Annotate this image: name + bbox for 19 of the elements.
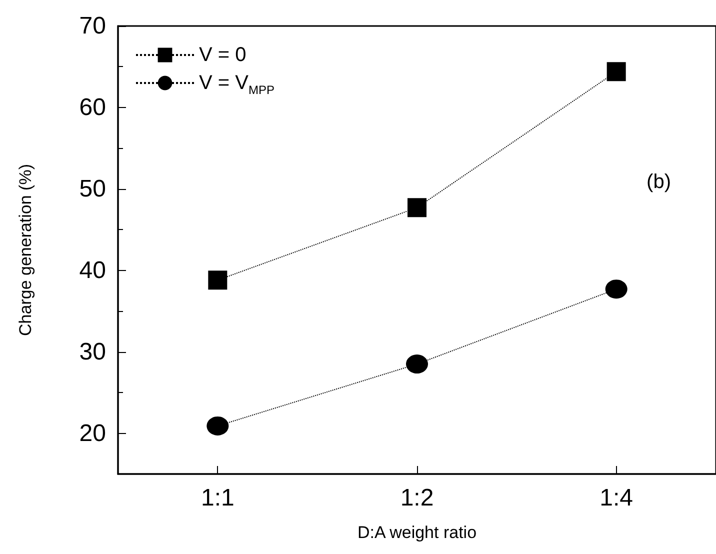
point [605, 280, 628, 299]
y-tick-label: 50 [79, 175, 106, 202]
point [408, 198, 426, 218]
y-tick-label: 30 [79, 338, 106, 366]
point [406, 354, 428, 374]
x-tick-label: 1:4 [600, 484, 634, 512]
annotation: (b) [646, 171, 672, 193]
point [206, 416, 229, 436]
point [606, 62, 626, 82]
y-tick-label: 60 [79, 94, 106, 121]
y-tick-label: 70 [79, 12, 106, 40]
x-axis-title: D:A weight ratio [357, 523, 477, 542]
y-tick-label: 20 [79, 420, 106, 447]
legend-label: V = 0 [199, 44, 246, 66]
y-tick-label: 40 [79, 256, 106, 284]
y-axis-title: Charge generation (%) [16, 164, 35, 336]
x-tick-label: 1:2 [400, 484, 434, 512]
point [208, 270, 228, 290]
x-tick-label: 1:1 [200, 484, 234, 512]
